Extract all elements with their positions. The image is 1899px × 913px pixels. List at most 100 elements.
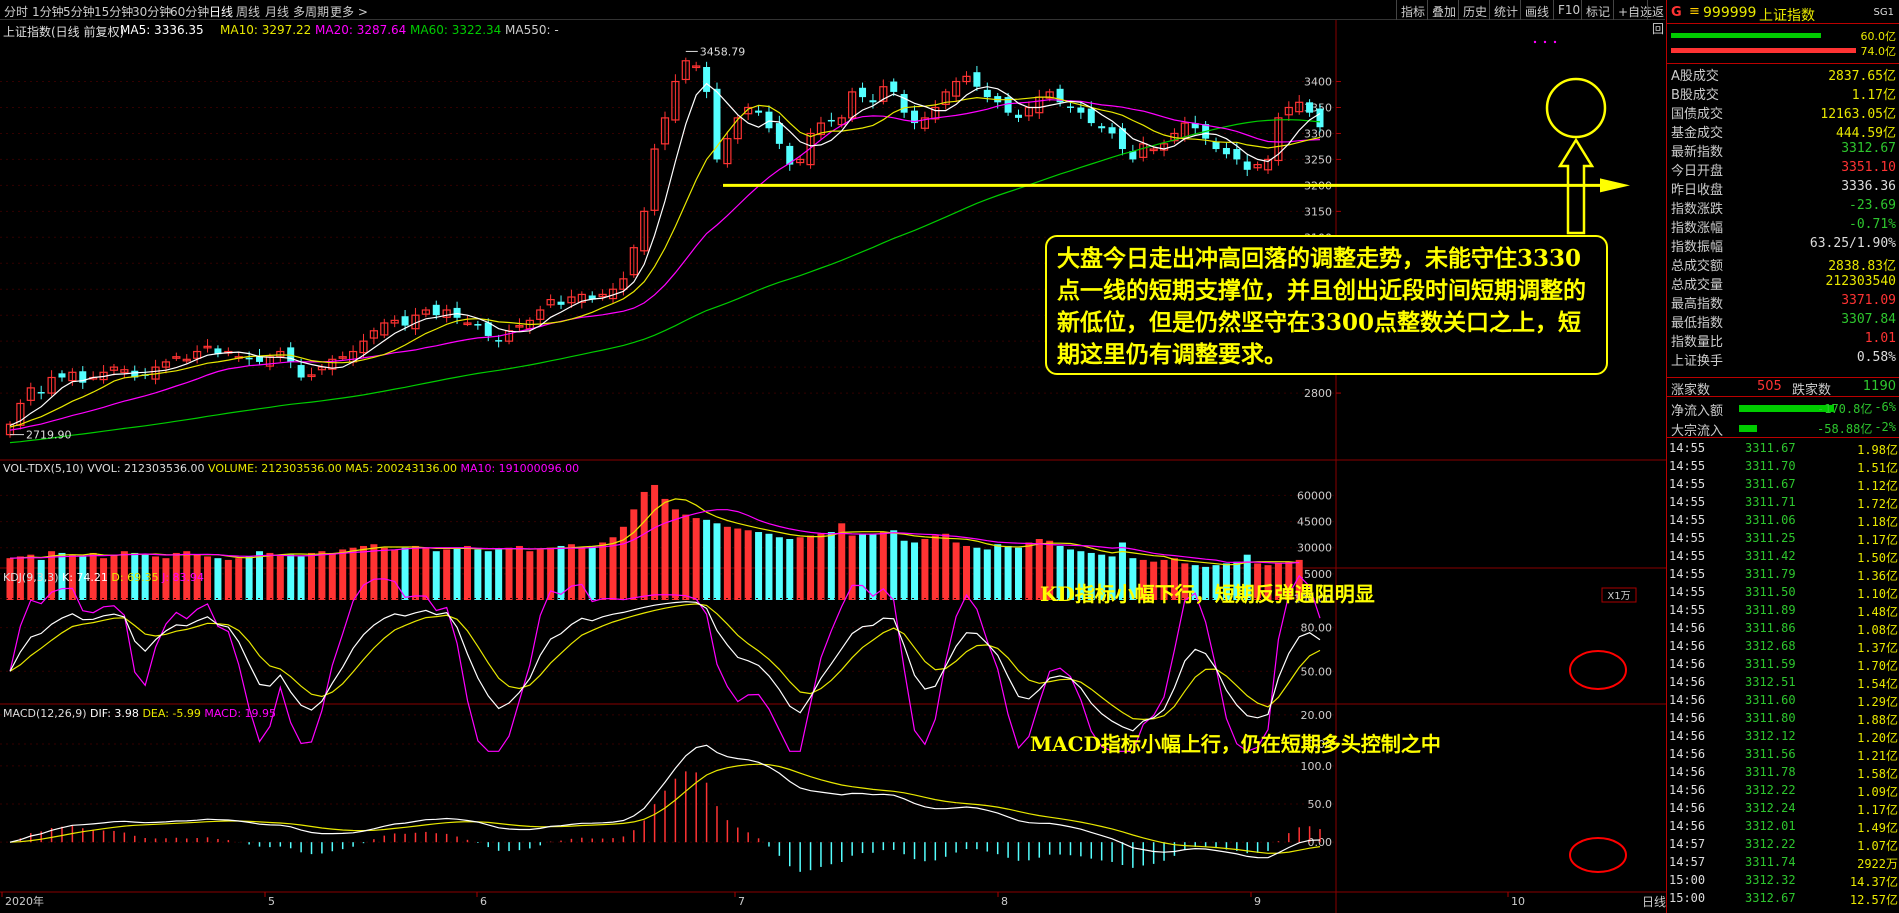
candle-body bbox=[16, 402, 25, 426]
candle-body bbox=[432, 304, 440, 316]
tick-price: 3311.79 bbox=[1745, 567, 1796, 581]
tool-tab-0[interactable]: 指标 bbox=[1396, 0, 1429, 20]
candle-body bbox=[390, 319, 399, 324]
volume-bar bbox=[349, 547, 357, 600]
tool-tab-2[interactable]: 历史 bbox=[1458, 0, 1491, 20]
candle-body bbox=[952, 80, 961, 97]
marker-dot bbox=[1543, 40, 1547, 44]
kdj-j-line bbox=[9, 574, 1321, 752]
candle-body bbox=[37, 392, 45, 394]
candle-body bbox=[713, 88, 721, 160]
vol-unit-label: X1万 bbox=[1607, 591, 1630, 602]
tick-price: 3311.50 bbox=[1745, 585, 1796, 599]
candle-body bbox=[463, 322, 472, 326]
tool-tab-5[interactable]: F10 bbox=[1553, 0, 1584, 20]
volume-bar bbox=[963, 545, 971, 600]
volume-bar bbox=[1212, 565, 1220, 600]
stats-list: A股成交 2837.65亿 B股成交 1.17亿 国债成交 12163.05亿 基金成交 44… bbox=[1667, 63, 1899, 369]
tool-tab-1[interactable]: 叠加 bbox=[1427, 0, 1460, 20]
candle-body bbox=[203, 345, 212, 349]
volume-bar bbox=[807, 535, 815, 600]
stat-value: -0.71% bbox=[1849, 217, 1896, 232]
period-tab-1[interactable]: 1分钟 bbox=[32, 5, 64, 19]
candle-body bbox=[328, 358, 337, 370]
tool-tab-6[interactable]: 标记 bbox=[1581, 0, 1614, 20]
stat-row: 国债成交 12163.05亿 bbox=[1667, 102, 1899, 122]
kline-chart-area[interactable]: 3400335033003250320031503100305030002950… bbox=[0, 0, 1666, 913]
up-count: 505 bbox=[1757, 379, 1782, 394]
volume-bar bbox=[1004, 545, 1012, 600]
volume-bar bbox=[609, 537, 617, 600]
stat-label: 昨日收盘 bbox=[1671, 183, 1724, 198]
volume-bar bbox=[110, 554, 118, 600]
kdj-info: KDJ(9,3,3) K: 74.21 D: 69.35 J: 83.94 bbox=[3, 571, 204, 584]
tick-price: 3311.56 bbox=[1745, 747, 1796, 761]
tick-price: 3311.59 bbox=[1745, 657, 1796, 671]
vol-axis-label: 15000 bbox=[1297, 568, 1332, 581]
tool-tab-8[interactable]: 返回 bbox=[1647, 0, 1668, 36]
period-tab-5[interactable]: 60分钟 bbox=[170, 5, 210, 19]
period-tab-2[interactable]: 5分钟 bbox=[63, 5, 95, 19]
tool-tab-4[interactable]: 画线 bbox=[1520, 0, 1553, 20]
kdj-d: D: 69.35 bbox=[111, 571, 159, 584]
kdj-d-line bbox=[9, 603, 1321, 721]
stat-value: 12163.05亿 bbox=[1820, 107, 1896, 122]
ma550-label: MA550: - bbox=[505, 23, 559, 37]
period-tab-9[interactable]: 多周期 bbox=[293, 5, 330, 19]
volume-bar bbox=[89, 552, 97, 600]
period-tab-3[interactable]: 15分钟 bbox=[94, 5, 134, 19]
period-tab-4[interactable]: 30分钟 bbox=[132, 5, 172, 19]
candle-body bbox=[962, 75, 971, 83]
volume-bar bbox=[765, 533, 773, 600]
period-tab-10[interactable]: 更多 > bbox=[330, 5, 368, 19]
volume-bar bbox=[235, 558, 243, 600]
tick-time: 14:56 bbox=[1669, 675, 1706, 689]
tick-price: 3312.22 bbox=[1745, 837, 1796, 851]
quote-header: G ≡ 999999 上证指数 SG1 bbox=[1667, 2, 1899, 24]
candle-body bbox=[47, 376, 56, 394]
volume-bar bbox=[1285, 561, 1293, 600]
period-tab-6[interactable]: 日线 bbox=[209, 5, 234, 19]
tool-tab-3[interactable]: 统计 bbox=[1489, 0, 1522, 20]
tick-price: 3312.67 bbox=[1745, 891, 1796, 905]
x-axis-label: 6 bbox=[480, 895, 487, 908]
volume-bar bbox=[339, 549, 347, 600]
volume-bar bbox=[37, 559, 45, 600]
ma20-line bbox=[9, 99, 1321, 431]
vol-volume: VOLUME: 212303536.00 bbox=[208, 462, 342, 475]
candle-body bbox=[806, 132, 815, 166]
volume-bar bbox=[744, 530, 752, 600]
macd-value: MACD: 19.95 bbox=[204, 707, 277, 720]
volume-bar bbox=[308, 552, 316, 600]
tick-row: 14:56 3311.86 1.08亿 bbox=[1667, 620, 1899, 638]
vol-ma10: MA10: 191000096.00 bbox=[460, 462, 580, 475]
volume-bar bbox=[640, 491, 648, 600]
period-tab-0[interactable]: 分时 bbox=[4, 5, 29, 19]
macd-dif: DIF: 3.98 bbox=[90, 707, 139, 720]
candle-body bbox=[1118, 128, 1126, 150]
candle-body bbox=[1191, 123, 1199, 129]
period-tab-7[interactable]: 周线 bbox=[236, 5, 261, 19]
volume-bar bbox=[152, 556, 160, 600]
volume-bar bbox=[869, 533, 877, 600]
tool-tab-7[interactable]: +自选 bbox=[1613, 0, 1656, 20]
volume-bar bbox=[630, 509, 638, 600]
sell-bar bbox=[1671, 48, 1856, 53]
flow-bar bbox=[1739, 405, 1834, 412]
tick-row: 14:55 3311.06 1.18亿 bbox=[1667, 512, 1899, 530]
volume-bar bbox=[859, 533, 867, 600]
menu-icon[interactable]: ≡ bbox=[1689, 4, 1700, 19]
candle-body bbox=[380, 322, 389, 336]
candle-body bbox=[786, 145, 794, 165]
period-tab-8[interactable]: 月线 bbox=[265, 5, 290, 19]
candle-body bbox=[869, 100, 877, 103]
tick-volume: 1.49亿 bbox=[1857, 821, 1898, 835]
volume-bar bbox=[911, 542, 919, 600]
ma10-line bbox=[9, 96, 1321, 428]
candle-body bbox=[109, 366, 119, 371]
tick-volume: 2922万 bbox=[1857, 857, 1898, 871]
candle-body bbox=[796, 158, 805, 164]
tick-row: 14:56 3312.68 1.37亿 bbox=[1667, 638, 1899, 656]
volume-bar bbox=[1046, 540, 1054, 600]
tick-time: 14:56 bbox=[1669, 711, 1706, 725]
